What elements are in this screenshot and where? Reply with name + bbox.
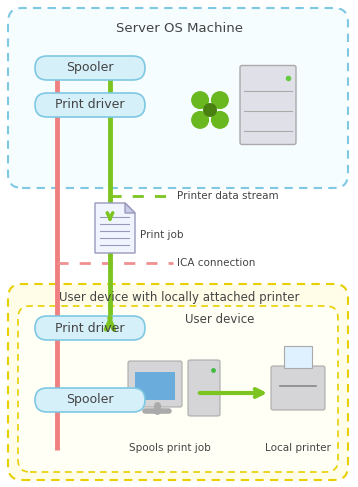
Text: User device: User device (185, 313, 255, 326)
FancyBboxPatch shape (240, 65, 296, 145)
FancyBboxPatch shape (35, 316, 145, 340)
FancyBboxPatch shape (18, 306, 338, 472)
FancyBboxPatch shape (8, 8, 348, 188)
FancyBboxPatch shape (135, 372, 175, 400)
FancyBboxPatch shape (8, 284, 348, 480)
Text: Printer data stream: Printer data stream (177, 191, 279, 201)
FancyBboxPatch shape (35, 56, 145, 80)
FancyBboxPatch shape (128, 361, 182, 407)
Text: User device with locally attached printer: User device with locally attached printe… (59, 291, 299, 304)
Text: Spools print job: Spools print job (129, 443, 211, 453)
Circle shape (191, 91, 209, 109)
Polygon shape (125, 203, 135, 213)
Circle shape (203, 103, 217, 117)
Polygon shape (95, 203, 135, 253)
Circle shape (211, 111, 229, 129)
Text: Spooler: Spooler (66, 393, 114, 407)
FancyBboxPatch shape (35, 93, 145, 117)
Text: Spooler: Spooler (66, 61, 114, 75)
Text: Server OS Machine: Server OS Machine (116, 22, 242, 35)
FancyBboxPatch shape (35, 388, 145, 412)
Text: Print job: Print job (140, 230, 184, 240)
Polygon shape (284, 346, 312, 368)
FancyBboxPatch shape (271, 366, 325, 410)
FancyBboxPatch shape (188, 360, 220, 416)
Circle shape (211, 91, 229, 109)
Text: Local printer: Local printer (265, 443, 331, 453)
Circle shape (191, 111, 209, 129)
Text: Print driver: Print driver (55, 98, 125, 112)
Text: Print driver: Print driver (55, 321, 125, 335)
Text: ICA connection: ICA connection (177, 258, 255, 268)
